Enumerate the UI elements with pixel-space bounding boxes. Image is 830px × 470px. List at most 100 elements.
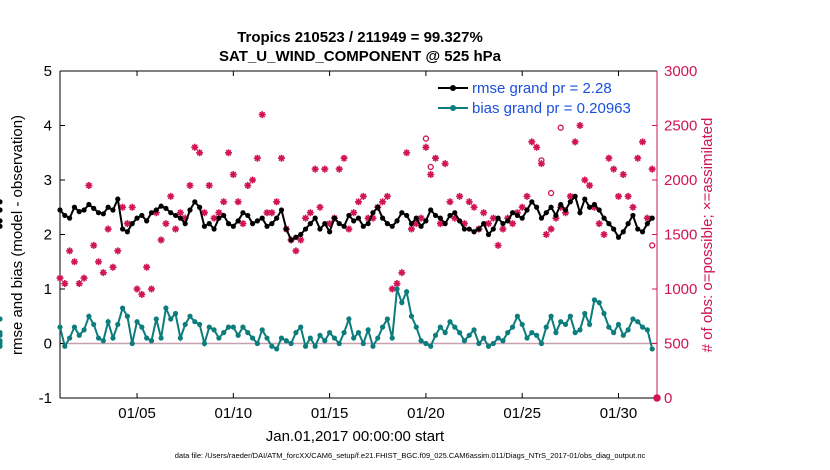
rmse-data-point — [582, 196, 588, 202]
obs-count-point — [326, 220, 334, 228]
rmse-data-point — [201, 223, 208, 229]
bias-data-point — [553, 330, 559, 336]
obs-count-point — [90, 241, 98, 249]
y-tick-label: -1 — [39, 390, 52, 407]
legend-rmse-label: rmse grand pr = 2.28 — [472, 80, 612, 97]
rmse-data-point — [307, 221, 313, 227]
rmse-data-point — [124, 229, 131, 235]
bias-data-point — [211, 327, 217, 333]
obs-count-point — [504, 214, 512, 222]
bias-data-point — [572, 330, 578, 336]
bias-data-point — [548, 313, 554, 319]
obs-possible-point — [427, 163, 434, 171]
bias-data-point — [0, 316, 3, 322]
obs-count-point — [499, 225, 507, 233]
obs-count-point — [350, 209, 358, 217]
rmse-data-point — [341, 223, 347, 229]
bias-data-point — [298, 324, 304, 330]
bias-data-point — [519, 321, 525, 328]
bias-data-point — [91, 321, 97, 328]
bias-data-point — [471, 327, 477, 333]
obs-count-point — [335, 165, 343, 173]
bias-data-point — [505, 330, 511, 336]
rmse-data-point — [95, 210, 102, 216]
obs-possible-point — [538, 157, 545, 164]
bias-data-point — [254, 340, 260, 347]
bias-data-point — [562, 321, 569, 328]
bias-data-point — [110, 335, 116, 341]
bias-data-point — [245, 330, 251, 336]
obs-count-point — [80, 274, 88, 282]
bias-data-point — [442, 330, 448, 336]
bias-data-point — [259, 327, 265, 333]
rmse-data-point — [115, 196, 121, 202]
obs-count-point — [162, 220, 170, 228]
obs-count-point — [460, 220, 468, 228]
bias-data-point — [192, 319, 198, 325]
obs-possible-point — [422, 135, 430, 142]
rmse-data-point — [57, 207, 63, 213]
obs-count-point — [143, 263, 151, 271]
obs-count-point — [297, 236, 305, 244]
obs-count-point — [138, 290, 146, 298]
rmse-data-point — [240, 210, 246, 216]
obs-count-point — [619, 171, 627, 179]
bias-data-point — [370, 343, 376, 349]
rmse-data-point — [336, 221, 342, 227]
obs-count-point — [518, 203, 526, 211]
obs-count-point — [191, 143, 199, 151]
y-right-tick-label: 3000 — [664, 63, 697, 80]
obs-possible-point — [649, 242, 656, 249]
rmse-data-point — [249, 221, 256, 227]
obs-count-point — [181, 214, 189, 222]
rmse-data-point — [649, 215, 655, 221]
y-tick-label: 2 — [44, 227, 52, 244]
obs-count-point — [581, 176, 589, 184]
rmse-data-point — [129, 221, 135, 227]
obs-count-point — [104, 225, 112, 233]
rmse-data-point — [197, 204, 203, 210]
bias-data-point — [490, 340, 496, 347]
bias-data-point — [0, 330, 3, 336]
obs-count-point — [634, 154, 642, 162]
bias-data-point — [606, 324, 612, 330]
obs-count-point — [605, 154, 613, 162]
obs-count-point — [586, 181, 594, 189]
bias-data-point — [485, 343, 492, 349]
bias-data-point — [495, 335, 501, 341]
legend-box — [432, 76, 648, 118]
obs-count-point — [489, 214, 497, 222]
rmse-data-point — [437, 215, 443, 221]
bias-data-point — [302, 343, 309, 349]
rmse-data-point — [558, 201, 564, 208]
bias-data-point — [307, 335, 313, 341]
bias-data-point — [543, 324, 549, 330]
rmse-data-point — [71, 204, 78, 210]
obs-count-point — [263, 209, 271, 217]
bias-data-point — [408, 313, 415, 319]
plot-area: 01/05 01/10 01/15 01/20 01/25 01/30 -1 0 1 2 3 4 5 0 5… — [0, 63, 697, 422]
rmse-data-point — [245, 212, 251, 219]
bias-series-line — [59, 288, 654, 351]
y-right-tick-label: 2500 — [664, 118, 697, 135]
bias-data-point — [437, 324, 443, 330]
rmse-data-point — [139, 212, 145, 219]
rmse-data-point — [553, 212, 559, 219]
legend-rmse-marker — [450, 85, 456, 91]
bias-data-point — [336, 340, 342, 347]
obs-count-point — [590, 203, 598, 211]
x-tick-label: 01/25 — [503, 405, 541, 422]
rmse-data-point — [365, 221, 371, 227]
bias-data-point — [423, 340, 429, 347]
rmse-data-point — [206, 221, 212, 227]
obs-count-point — [388, 285, 396, 293]
rmse-data-point — [442, 221, 448, 227]
rmse-data-point — [264, 223, 270, 229]
rmse-data-point — [62, 212, 68, 219]
rmse-data-point — [144, 218, 150, 224]
obs-count-point — [244, 181, 252, 189]
bias-data-point — [288, 340, 294, 347]
obs-count-point — [398, 269, 406, 277]
x-axis-label: Jan.01,2017 00:00:00 start — [266, 428, 445, 445]
